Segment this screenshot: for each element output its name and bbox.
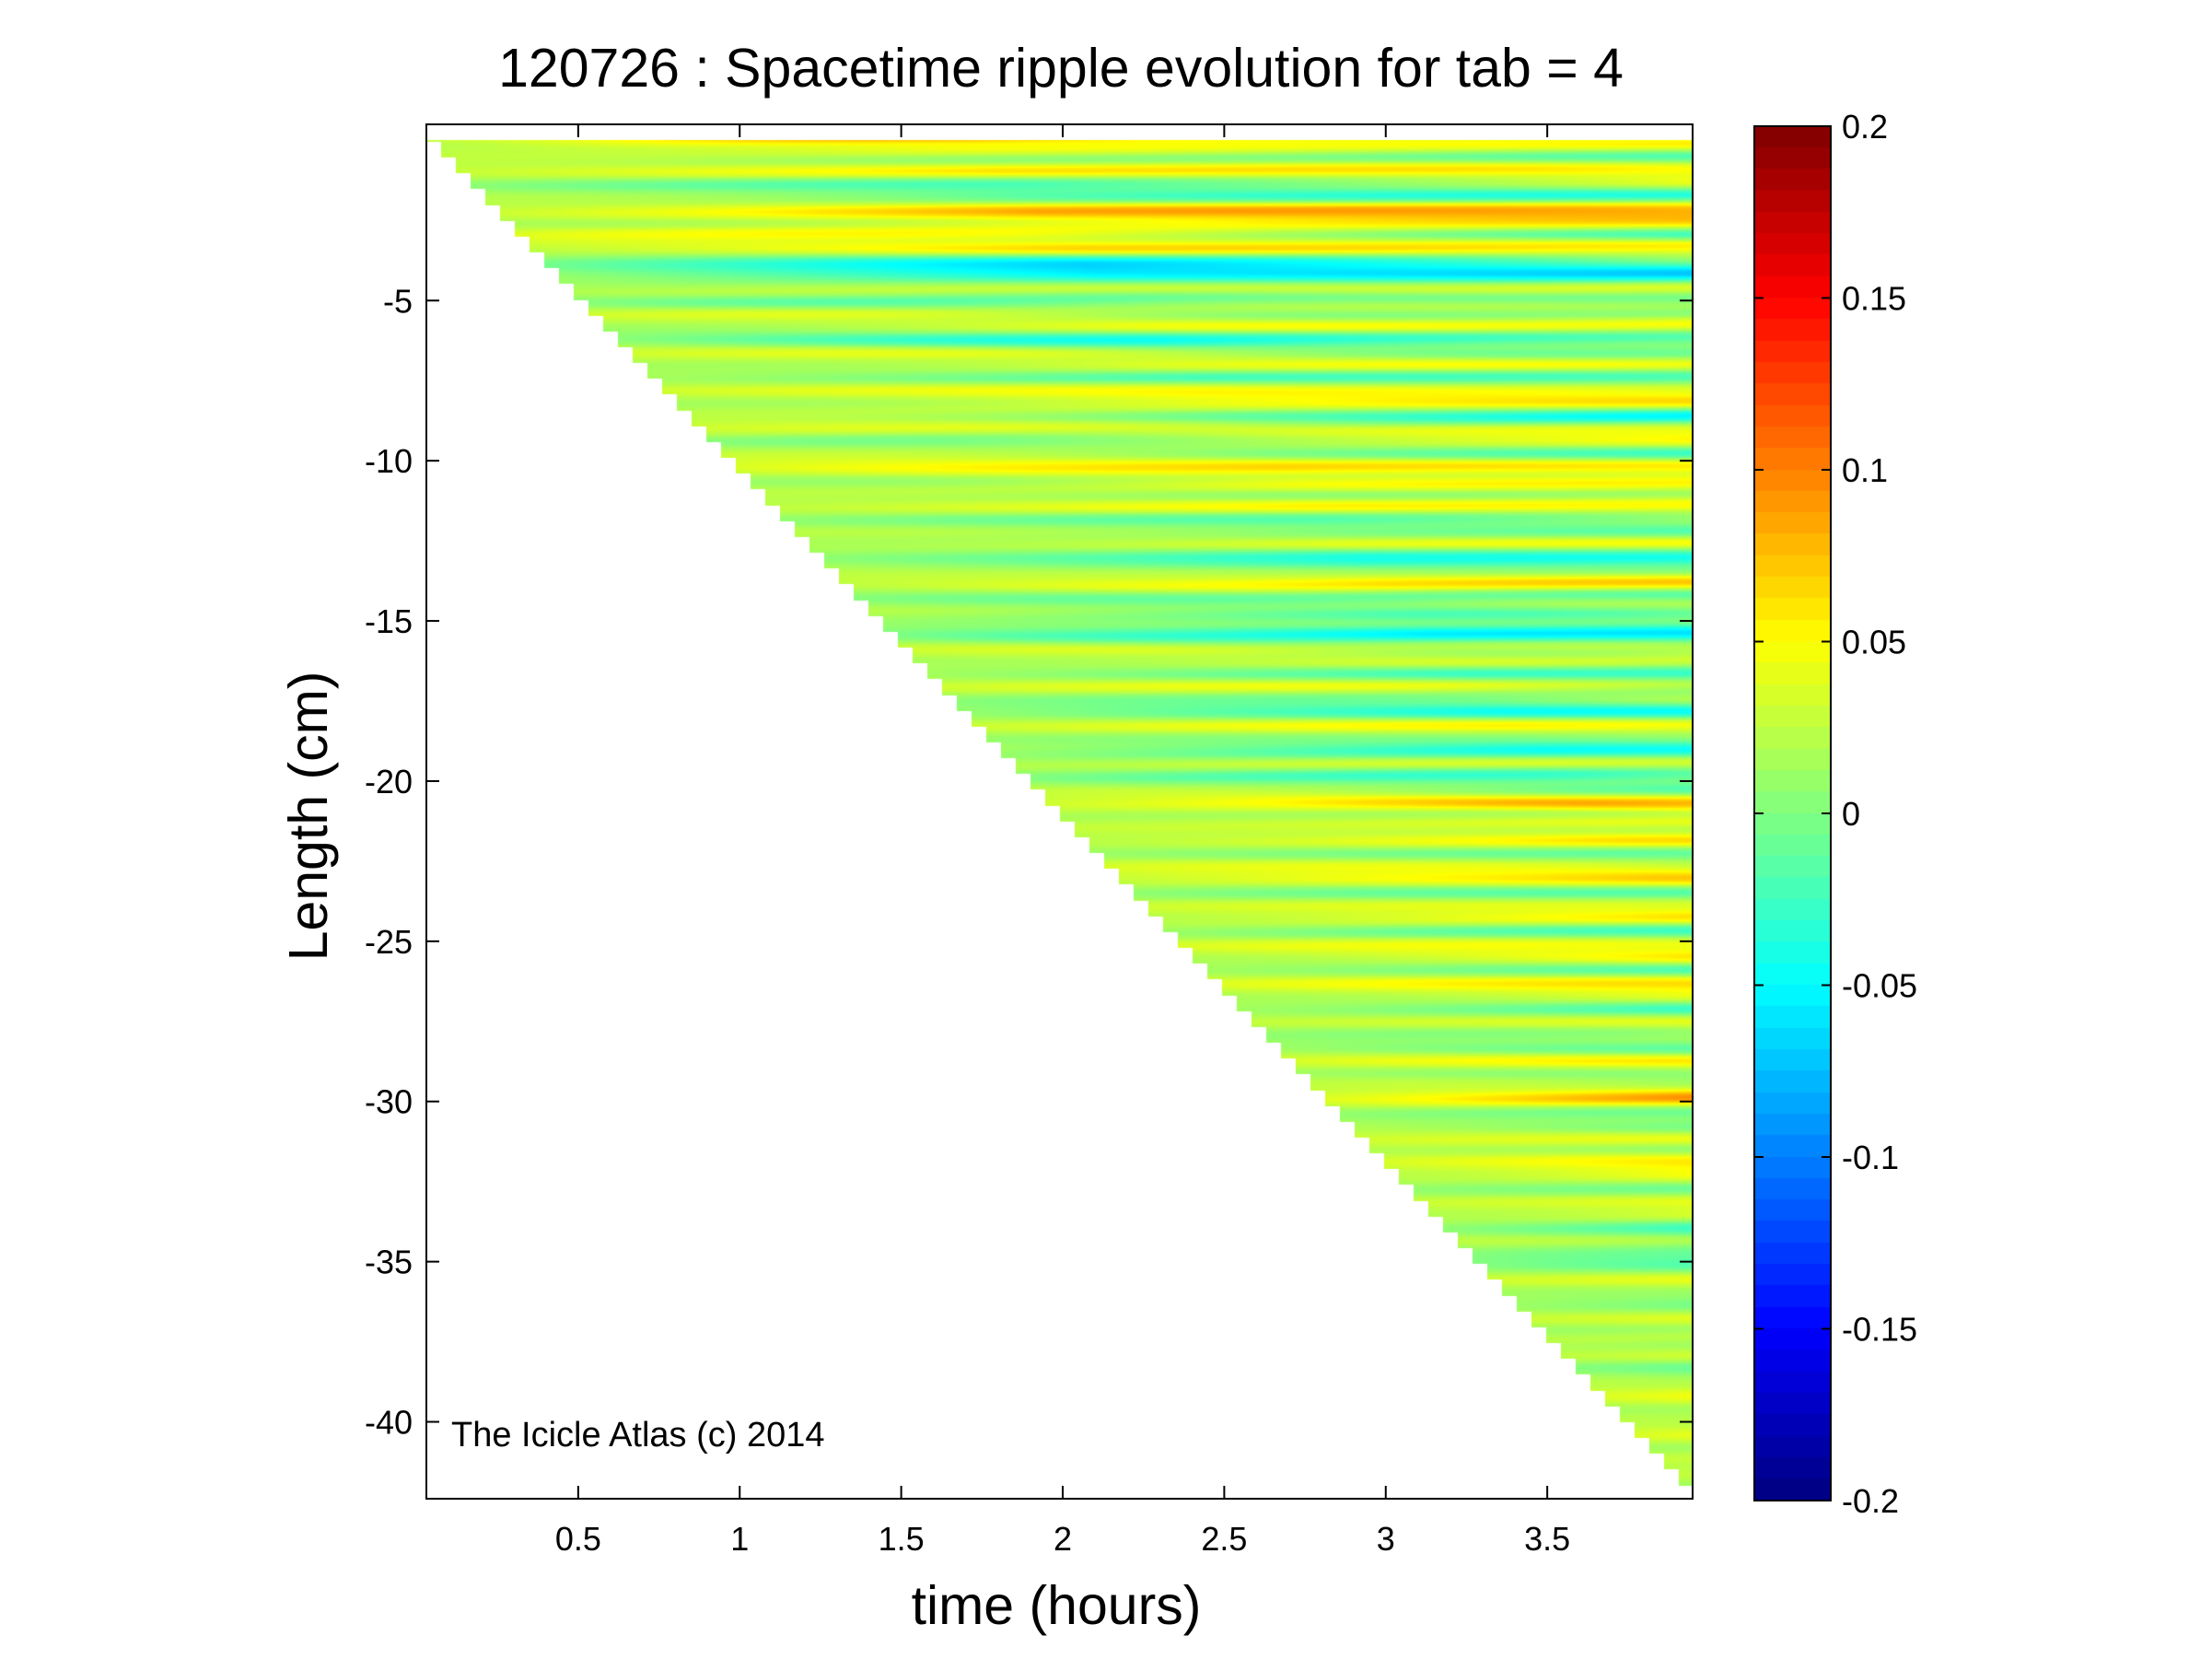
x-tick-label: 1.5 [879, 1520, 925, 1558]
colorbar-tick-label: 0.2 [1842, 108, 1888, 146]
x-axis-label: time (hours) [912, 1575, 1202, 1636]
x-tick-label: 3 [1377, 1520, 1395, 1558]
y-tick-label: -35 [365, 1244, 413, 1281]
colorbar-tick-label: -0.05 [1842, 967, 1917, 1005]
y-tick-label: -25 [365, 923, 413, 961]
colorbar-tick-label: 0.1 [1842, 451, 1888, 489]
colorbar-gradient [1754, 126, 1831, 1501]
x-tick-label: 3.5 [1524, 1520, 1570, 1558]
colorbar-tick-label: 0.15 [1842, 280, 1906, 318]
colorbar-tick-label: -0.1 [1842, 1139, 1899, 1176]
y-tick-label: -20 [365, 763, 413, 800]
x-axis-ticks: 0.5 1 1.5 2 2.5 3 3.5 [555, 124, 1570, 1558]
x-tick-label: 2.5 [1201, 1520, 1247, 1558]
y-tick-label: -5 [383, 282, 413, 320]
colorbar-tick-label: 0 [1842, 795, 1860, 833]
x-tick-label: 0.5 [555, 1520, 601, 1558]
plot-frame [425, 123, 1694, 1500]
y-tick-label: -10 [365, 442, 413, 480]
y-tick-label: -15 [365, 602, 413, 640]
colorbar-tick-label: -0.15 [1842, 1311, 1917, 1349]
colorbar-frame [1753, 125, 1832, 1501]
colorbar-tick-label: 0.05 [1842, 624, 1906, 661]
y-axis-label: Length (cm) [278, 672, 339, 962]
y-tick-label: -40 [365, 1404, 413, 1442]
heatmap-image [426, 124, 1693, 1499]
y-tick-label: -30 [365, 1083, 413, 1121]
x-tick-label: 2 [1054, 1520, 1072, 1558]
chart-title: 120726 : Spacetime ripple evolution for … [498, 38, 1624, 99]
colorbar-tick-label: -0.2 [1842, 1482, 1899, 1520]
y-axis-ticks: -5 -10 -15 -20 -25 -30 -35 -40 [365, 282, 1693, 1442]
colorbar-ticks: 0.2 0.15 0.1 0.05 0 -0.05 -0.1 -0.15 -0.2 [1754, 108, 1917, 1520]
watermark-annotation: The Icicle Atlas (c) 2014 [451, 1416, 825, 1455]
x-tick-label: 1 [730, 1520, 749, 1558]
